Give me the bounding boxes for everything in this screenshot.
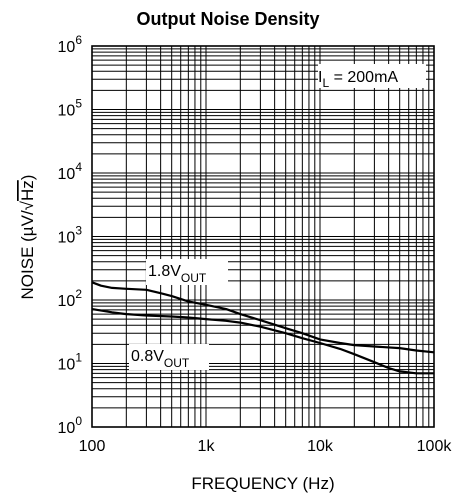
y-axis-label: NOISE (µV/√Hz) <box>18 175 37 300</box>
y-tick-label: 106 <box>58 33 83 56</box>
series-a-label: 1.8VOUT <box>148 263 207 285</box>
chart-title: Output Noise Density <box>136 9 319 29</box>
x-tick-label: 10k <box>307 438 334 455</box>
plot-frame <box>91 45 435 428</box>
series-group <box>91 281 435 375</box>
x-tick-label: 100 <box>79 438 106 455</box>
load-annotation-bg <box>318 64 426 88</box>
y-tick-label: 101 <box>58 351 83 374</box>
y-tick-labels: 100 101 102 103 104 105 106 <box>58 33 83 437</box>
series-a-label-bg <box>146 259 228 285</box>
x-tick-label: 1k <box>198 438 216 455</box>
series-line-1 <box>91 281 435 354</box>
y-tick-label: 105 <box>58 97 83 120</box>
series-b-label: 0.8VOUT <box>131 348 190 370</box>
y-tick-label: 100 <box>58 414 83 437</box>
y-tick-label: 104 <box>58 160 83 183</box>
x-tick-label: 100k <box>417 438 453 455</box>
series-b-label-bg <box>129 344 209 370</box>
y-tick-label: 103 <box>58 224 83 247</box>
y-tick-label: 102 <box>58 287 83 310</box>
series-line-2 <box>91 308 434 375</box>
grid <box>92 46 434 427</box>
x-tick-labels: 100 1k 10k 100k <box>79 438 453 455</box>
load-annotation: IL = 200mA <box>318 69 398 90</box>
x-axis-label: FREQUENCY (Hz) <box>191 474 334 493</box>
